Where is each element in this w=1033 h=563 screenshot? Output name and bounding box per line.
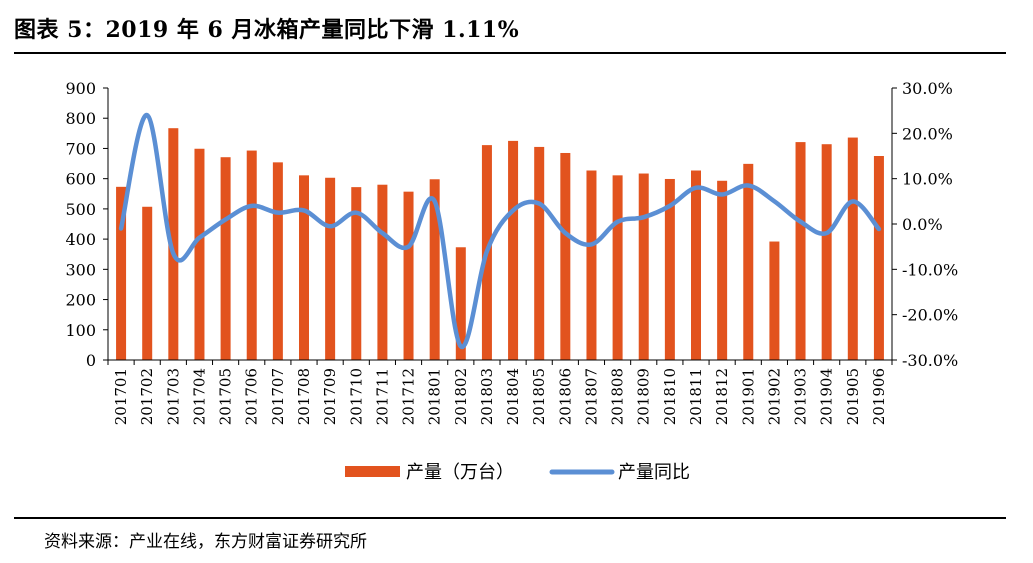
y-left-tick-label: 300 <box>65 260 96 279</box>
y-left-tick-label: 200 <box>65 291 96 310</box>
x-tick-label: 201707 <box>269 368 287 425</box>
y-right-tick-label: -10.0% <box>902 260 958 279</box>
bar-201705 <box>220 157 231 360</box>
x-tick-label: 201906 <box>870 368 888 425</box>
bar-201903 <box>795 142 806 360</box>
y-right-tick-label: -20.0% <box>902 306 958 325</box>
x-tick-label: 201812 <box>713 368 731 425</box>
legend-label-line: 产量同比 <box>618 462 690 483</box>
y-left-tick-label: 0 <box>86 351 96 370</box>
bar-201905 <box>847 137 858 360</box>
x-tick-label: 201808 <box>609 368 627 425</box>
legend: 产量（万台） 产量同比 <box>345 462 690 483</box>
x-tick-label: 201904 <box>818 368 836 425</box>
bar-201812 <box>717 180 728 360</box>
y-left-tick-label: 800 <box>65 109 96 128</box>
legend-label-bar: 产量（万台） <box>406 462 514 483</box>
title-rule <box>14 52 1006 54</box>
x-tick-label: 201905 <box>844 368 862 425</box>
x-tick-label: 201706 <box>243 368 261 425</box>
legend-swatch-bar <box>345 466 400 477</box>
y-right-tick-label: 0.0% <box>902 215 943 234</box>
y-left-tick-label: 100 <box>65 321 96 340</box>
y-left-tick-label: 400 <box>65 230 96 249</box>
x-tick-label: 201712 <box>400 368 418 425</box>
x-tick-label: 201901 <box>739 368 757 425</box>
bar-201804 <box>508 140 519 360</box>
y-right-tick-label: 20.0% <box>902 124 953 143</box>
x-tick-label: 201709 <box>321 368 339 425</box>
footer-rule <box>14 517 1006 519</box>
x-tick-label: 201703 <box>164 368 182 425</box>
bar-201811 <box>691 170 701 360</box>
bar-201707 <box>272 162 283 360</box>
line-layer <box>118 112 882 349</box>
x-tick-label: 201803 <box>478 368 496 425</box>
bar-201809 <box>638 173 649 360</box>
bar-201709 <box>325 177 336 360</box>
page-title: 图表 5：2019 年 6 月冰箱产量同比下滑 1.11% <box>14 17 520 43</box>
bar-201708 <box>299 175 309 360</box>
x-tick-label: 201708 <box>295 368 313 425</box>
bar-201904 <box>821 144 832 360</box>
bars-layer <box>116 128 884 360</box>
x-tick-label: 201702 <box>138 368 156 425</box>
x-tick-label: 201801 <box>426 368 444 425</box>
bar-201805 <box>534 146 545 360</box>
bar-201704 <box>194 148 205 360</box>
x-tick-label: 201902 <box>765 368 783 425</box>
x-tick-label: 201710 <box>347 368 365 425</box>
y-left-tick-label: 900 <box>65 79 96 98</box>
bar-201807 <box>586 170 597 360</box>
ticks-layer: 0 100 200 300 400 500 600 700 800 900 -30.0% -20.0%… <box>65 79 958 425</box>
bar-201802 <box>455 247 466 360</box>
x-tick-label: 201809 <box>635 368 653 425</box>
x-tick-label: 201704 <box>190 368 208 425</box>
x-tick-label: 201903 <box>792 368 810 425</box>
bar-201703 <box>168 128 179 360</box>
bar-201801 <box>429 179 440 360</box>
y-right-tick-label: 10.0% <box>902 170 953 189</box>
x-tick-label: 201811 <box>687 368 705 425</box>
bar-201902 <box>769 241 780 360</box>
bar-201810 <box>664 178 675 360</box>
series-line-yoy <box>118 112 882 349</box>
x-tick-label: 201701 <box>112 368 130 425</box>
x-tick-label: 201807 <box>582 368 600 425</box>
x-tick-label: 201802 <box>452 368 470 425</box>
bar-201906 <box>873 156 884 360</box>
y-left-tick-label: 700 <box>65 139 96 158</box>
y-right-tick-label: -30.0% <box>902 351 958 370</box>
y-right-tick-label: 30.0% <box>902 79 953 98</box>
bar-201706 <box>246 150 257 360</box>
bar-201808 <box>612 175 623 360</box>
bar-201701 <box>116 186 127 360</box>
bar-201712 <box>403 191 414 360</box>
y-left-tick-label: 600 <box>65 170 96 189</box>
x-tick-label: 201805 <box>530 368 548 425</box>
bar-201710 <box>351 187 362 360</box>
bar-201901 <box>743 163 754 360</box>
chart: 0 100 200 300 400 500 600 700 800 900 -30.0% -20.0%… <box>65 79 958 483</box>
source-note: 资料来源：产业在线，东方财富证券研究所 <box>44 532 367 552</box>
x-tick-label: 201810 <box>661 368 679 425</box>
x-tick-label: 201711 <box>373 368 391 425</box>
x-tick-label: 201806 <box>556 368 574 425</box>
bar-201711 <box>377 184 388 360</box>
bar-201702 <box>142 206 153 360</box>
x-tick-label: 201705 <box>217 368 235 425</box>
bar-201806 <box>560 152 571 360</box>
x-tick-label: 201804 <box>504 368 522 425</box>
y-left-tick-label: 500 <box>65 200 96 219</box>
